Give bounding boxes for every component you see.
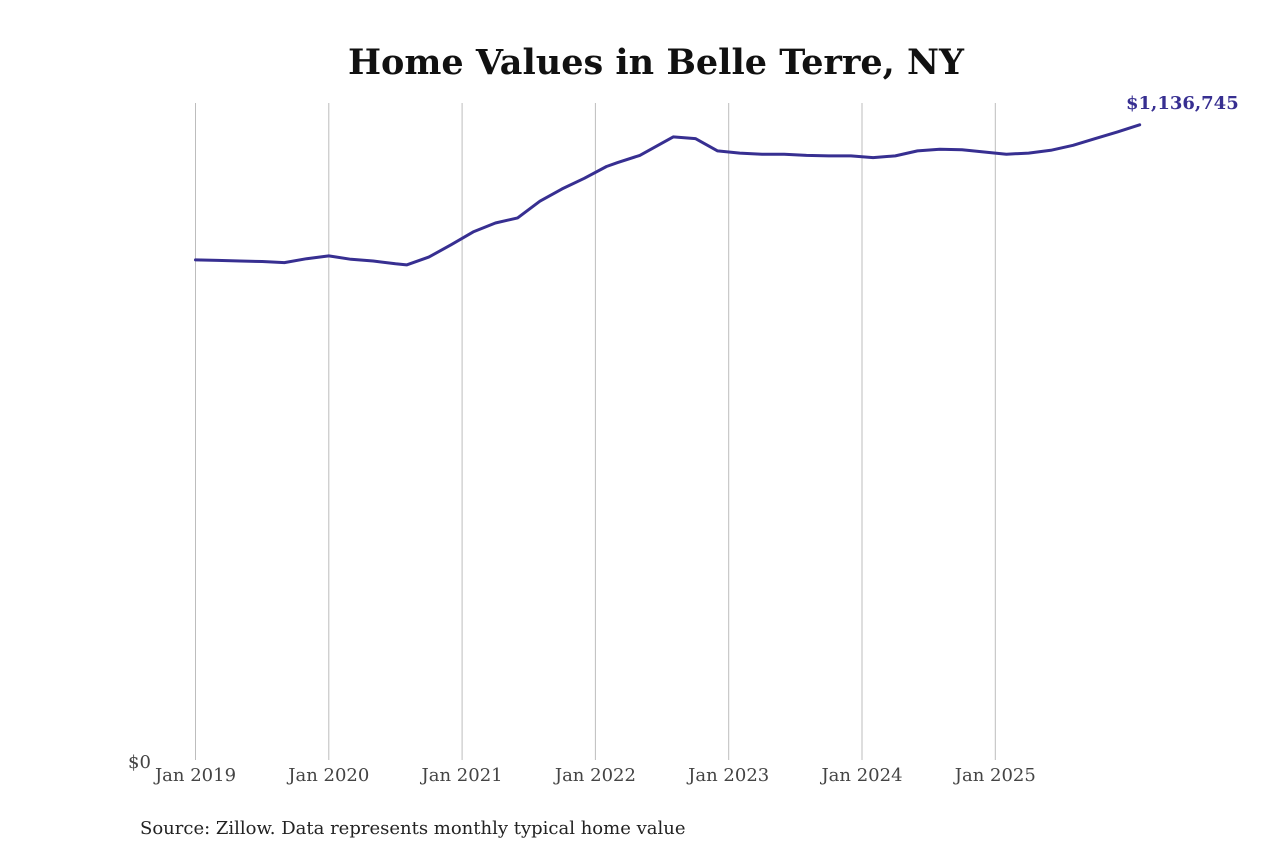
x-tick-label: Jan 2024	[819, 765, 902, 786]
latest-value-label: $1,136,745	[1126, 93, 1239, 114]
x-tick-label: Jan 2020	[286, 765, 369, 786]
x-axis-tick-labels: Jan 2019 Jan 2020 Jan 2021 Jan 2022 Jan 2023…	[153, 765, 1036, 786]
x-tick-label: Jan 2021	[420, 765, 503, 786]
vertical-gridlines	[195, 103, 996, 760]
x-tick-label: Jan 2019	[153, 765, 236, 786]
x-tick-label: Jan 2022	[553, 765, 636, 786]
source-note: Source: Zillow. Data represents monthly …	[140, 818, 686, 839]
chart-title: Home Values in Belle Terre, NY	[348, 42, 965, 83]
y-tick-label-zero: $0	[128, 752, 151, 773]
home-value-line	[194, 123, 1142, 267]
x-tick-label: Jan 2023	[686, 765, 769, 786]
x-tick-label: Jan 2025	[953, 765, 1036, 786]
